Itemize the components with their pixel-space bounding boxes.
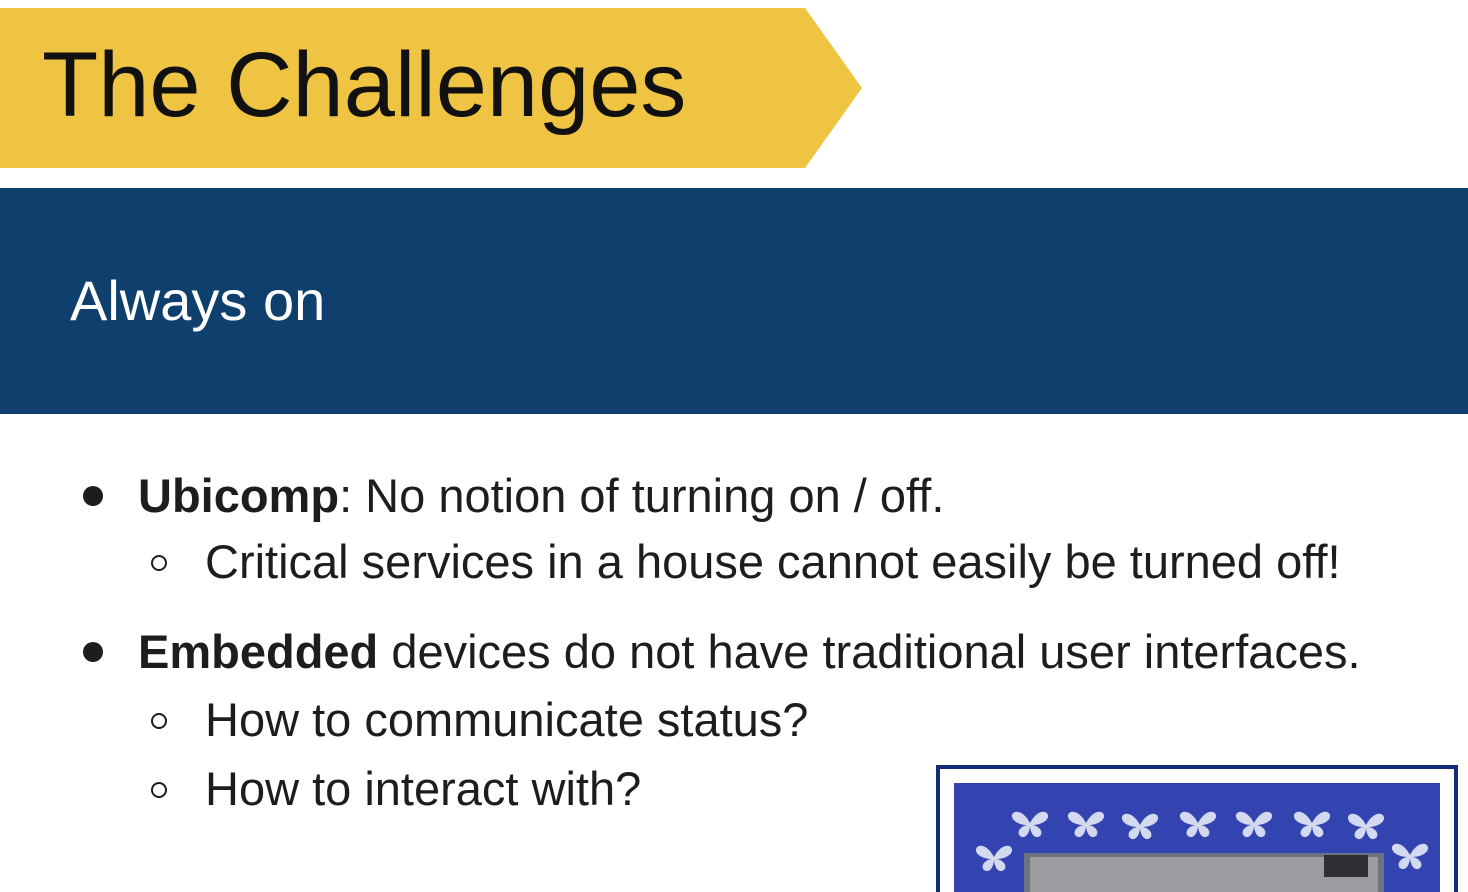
bullet-dot-icon: [83, 486, 103, 506]
butterfly-border-icon: [954, 783, 1440, 892]
picture-frame: [936, 765, 1458, 892]
bullet-dot-icon: [83, 642, 103, 662]
sub-bullet-item: How to interact with?: [205, 762, 642, 815]
slide-title: The Challenges: [42, 34, 687, 136]
bullet-item: Embedded devices do not have traditional…: [138, 620, 1361, 684]
sub-bullet-item: Critical services in a house cannot easi…: [205, 535, 1341, 588]
bullet-bold-term: Ubicomp: [138, 469, 340, 522]
butterfly-photo: [954, 783, 1440, 892]
sub-bullet-circle-icon: [151, 713, 167, 729]
bullet-item: Ubicomp: No notion of turning on / off.: [138, 464, 944, 528]
slide-subtitle: Always on: [70, 269, 326, 332]
bullet-text: devices do not have traditional user int…: [378, 625, 1361, 678]
sub-bullet-circle-icon: [151, 555, 167, 571]
bullet-bold-term: Embedded: [138, 625, 379, 678]
title-banner: [0, 8, 862, 168]
sub-bullet-circle-icon: [151, 782, 167, 798]
bullet-text: : No notion of turning on / off.: [339, 469, 945, 522]
sub-bullet-item: How to communicate status?: [205, 693, 809, 746]
subtitle-band: Always on: [0, 188, 1468, 414]
